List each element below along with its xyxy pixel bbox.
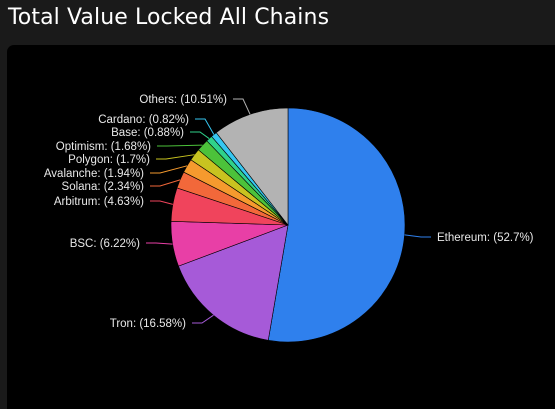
- slice-label-bsc: BSC: (6.22%): [70, 238, 140, 250]
- slice-labels: Ethereum: (52.7%) Tron: (16.58%) BSC: (6.2…: [44, 94, 534, 330]
- slice-label-solana: Solana: (2.34%): [62, 181, 145, 193]
- leader-line-tron: [192, 314, 214, 324]
- leader-line-arbitrum: [150, 200, 173, 205]
- pie-slice-others: [215, 107, 289, 226]
- leader-line-bsc: [146, 242, 173, 245]
- leader-line-avalanche: [150, 165, 188, 174]
- label-leaders: [146, 98, 431, 324]
- slice-label-tron: Tron: (16.58%): [110, 318, 186, 330]
- leader-line-solana: [150, 179, 181, 187]
- slice-label-ethereum: Ethereum: (52.7%): [437, 232, 534, 244]
- pie-slice-ethereum: [267, 107, 406, 343]
- slice-label-arbitrum: Arbitrum: (4.63%): [54, 196, 144, 208]
- leader-line-polygon: [156, 154, 195, 160]
- slice-label-others: Others: (10.51%): [139, 94, 227, 106]
- slice-label-cardano: Cardano: (0.82%): [98, 114, 189, 126]
- slice-label-base: Base: (0.88%): [111, 127, 184, 139]
- leader-line-ethereum: [404, 234, 431, 238]
- leader-line-cardano: [195, 118, 215, 135]
- slice-label-optimism: Optimism: (1.68%): [56, 141, 151, 153]
- page-title: Total Value Locked All Chains: [8, 5, 330, 30]
- leader-line-others: [233, 98, 251, 115]
- slice-label-avalanche: Avalanche: (1.94%): [44, 168, 144, 180]
- pie-slices: [170, 107, 406, 343]
- leader-line-base: [190, 131, 210, 139]
- slice-label-polygon: Polygon: (1.7%): [68, 154, 150, 166]
- leader-line-optimism: [157, 144, 203, 147]
